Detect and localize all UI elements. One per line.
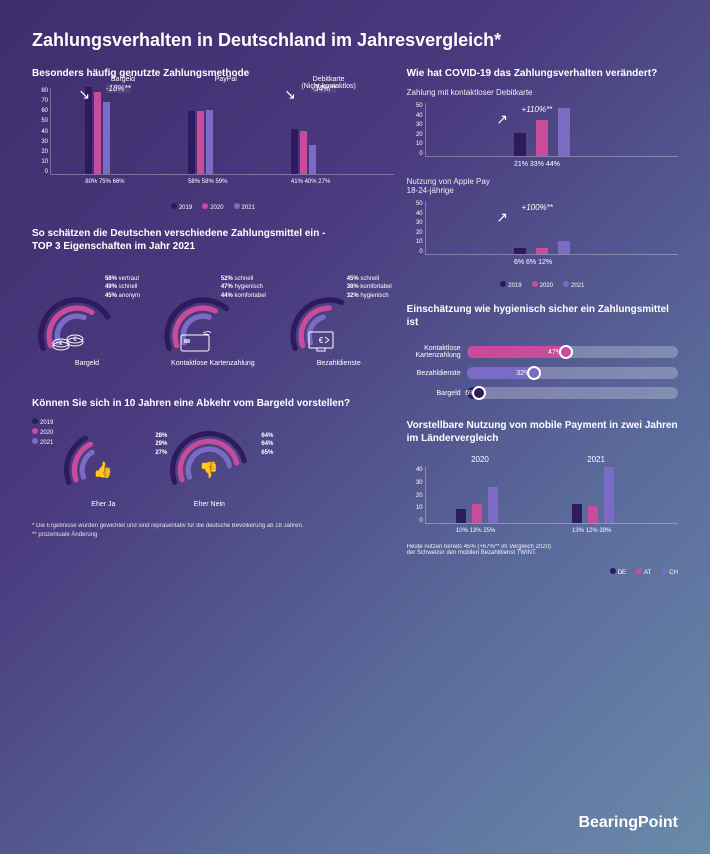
s3-sub2: Nutzung von Apple Pay 18-24-jährige bbox=[407, 177, 678, 195]
s4-title: Einschätzung wie hygienisch sicher ein Z… bbox=[407, 303, 678, 329]
svg-text:👍: 👍 bbox=[94, 460, 113, 479]
s2-title: So schätzen die Deutschen verschiedene Z… bbox=[32, 227, 394, 253]
legend-s5: 201920202021 bbox=[32, 418, 53, 446]
svg-text:👎: 👎 bbox=[200, 461, 219, 479]
s6-title: Vorstellbare Nutzung von mobile Payment … bbox=[407, 419, 678, 445]
legend-s6: DEATCH bbox=[407, 568, 678, 576]
s3-sub1: Zahlung mit kontaktloser Debitkarte bbox=[407, 88, 678, 97]
country-chart: 403020100 10% 13% 25%202013% 12% 39%2021 bbox=[407, 453, 678, 538]
s5-title: Können Sie sich in 10 Jahren eine Abkehr… bbox=[32, 397, 394, 410]
svg-text:€: € bbox=[319, 336, 324, 345]
s3-title: Wie hat COVID-19 das Zahlungsverhalten v… bbox=[407, 67, 678, 80]
legend-s3: 201920202021 bbox=[407, 281, 678, 289]
brand-logo: BearingPoint bbox=[578, 814, 678, 832]
s6-note: Heute nutzen bereits 45% (+67%** im Verg… bbox=[407, 544, 678, 556]
mini-chart2: 50403020100 6% 6% 12%+100%**↗ bbox=[407, 201, 678, 269]
footnote: * Die Ergebnisse wurden gewichtet und si… bbox=[32, 522, 394, 539]
chart1: 80706050403020100 Bargeld80% 75% 66%-18%… bbox=[32, 88, 394, 193]
page-title: Zahlungsverhalten in Deutschland im Jahr… bbox=[32, 30, 678, 51]
legend-years: 201920202021 bbox=[32, 203, 394, 211]
mini-chart1: 50403020100 21% 33% 44%+110%**↗ bbox=[407, 103, 678, 171]
